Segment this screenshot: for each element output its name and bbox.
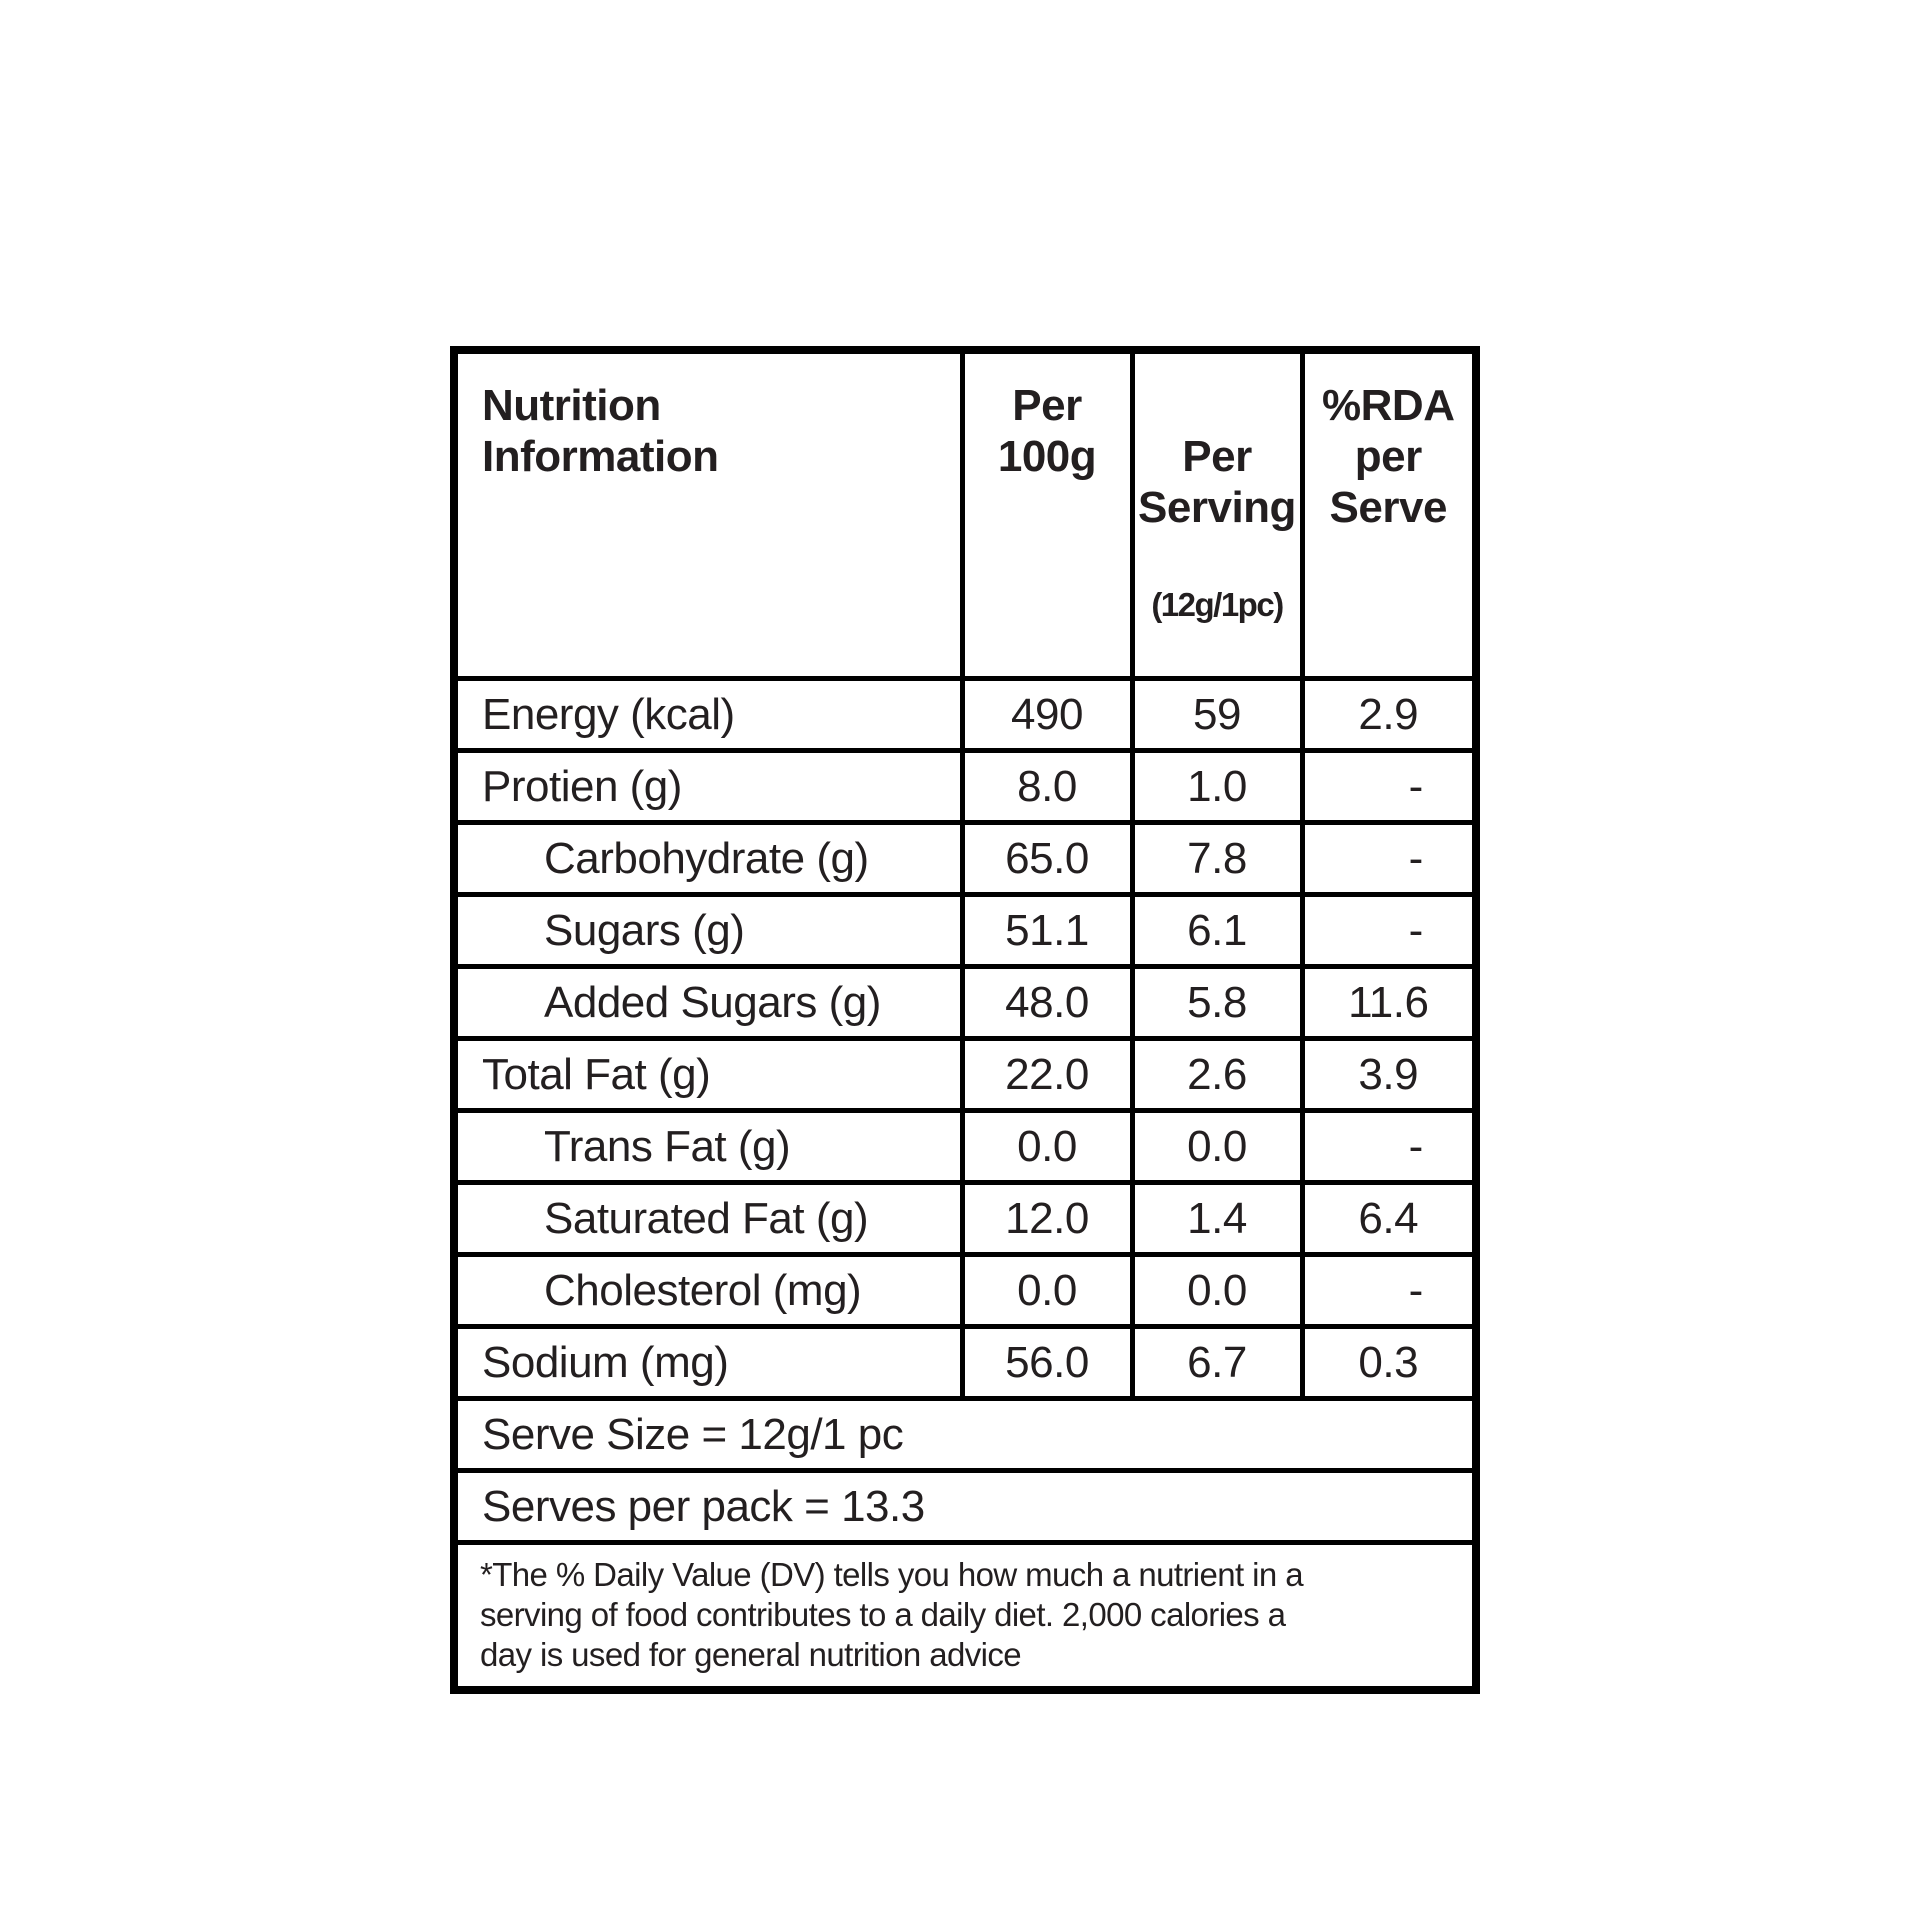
- row-added-sugars: Added Sugars (g) 48.0 5.8 11.6: [451, 964, 1479, 1042]
- row-saturated-fat: Saturated Fat (g) 12.0 1.4 6.4: [451, 1180, 1479, 1258]
- value-per-100g: 12.0: [959, 1180, 1135, 1258]
- value-rda: -: [1299, 892, 1479, 970]
- value-per-serving: 0.0: [1129, 1108, 1305, 1186]
- serve-size-text: Serve Size = 12g/1 pc: [451, 1396, 1479, 1474]
- value-rda: 3.9: [1299, 1036, 1479, 1114]
- nutrient-label: Total Fat (g): [451, 1036, 965, 1114]
- nutrient-label: Trans Fat (g): [451, 1108, 965, 1186]
- row-trans-fat: Trans Fat (g) 0.0 0.0 -: [451, 1108, 1479, 1186]
- value-rda: -: [1299, 820, 1479, 898]
- value-rda: -: [1299, 1252, 1479, 1330]
- nutrient-label: Cholesterol (mg): [451, 1252, 965, 1330]
- header-rda-per-serve: %RDA per Serve: [1299, 347, 1479, 682]
- row-sodium: Sodium (mg) 56.0 6.7 0.3: [451, 1324, 1479, 1402]
- value-per-serving: 59: [1129, 676, 1305, 754]
- value-rda: 11.6: [1299, 964, 1479, 1042]
- value-per-100g: 22.0: [959, 1036, 1135, 1114]
- value-per-100g: 65.0: [959, 820, 1135, 898]
- value-per-serving: 1.0: [1129, 748, 1305, 826]
- value-rda: 2.9: [1299, 676, 1479, 754]
- row-footnote: *The % Daily Value (DV) tells you how mu…: [451, 1540, 1479, 1693]
- row-energy: Energy (kcal) 490 59 2.9: [451, 676, 1479, 754]
- nutrient-label: Sodium (mg): [451, 1324, 965, 1402]
- value-rda: -: [1299, 748, 1479, 826]
- serves-per-pack-text: Serves per pack = 13.3: [451, 1468, 1479, 1546]
- daily-value-footnote: *The % Daily Value (DV) tells you how mu…: [451, 1540, 1479, 1693]
- header-per-serving: Per Serving (12g/1pc): [1129, 347, 1305, 682]
- value-rda: 0.3: [1299, 1324, 1479, 1402]
- value-per-serving: 6.1: [1129, 892, 1305, 970]
- header-per-100g: Per 100g: [959, 347, 1135, 682]
- value-per-serving: 2.6: [1129, 1036, 1305, 1114]
- value-per-serving: 6.7: [1129, 1324, 1305, 1402]
- value-rda: -: [1299, 1108, 1479, 1186]
- value-per-100g: 0.0: [959, 1252, 1135, 1330]
- value-per-100g: 0.0: [959, 1108, 1135, 1186]
- value-per-100g: 56.0: [959, 1324, 1135, 1402]
- nutrient-label: Sugars (g): [451, 892, 965, 970]
- value-per-serving: 1.4: [1129, 1180, 1305, 1258]
- value-per-100g: 51.1: [959, 892, 1135, 970]
- header-per-serving-note: (12g/1pc): [1151, 586, 1284, 624]
- header-per-serving-title: Per Serving: [1138, 432, 1296, 533]
- header-row: Nutrition Information Per 100g Per Servi…: [451, 347, 1479, 682]
- row-serve-size: Serve Size = 12g/1 pc: [451, 1396, 1479, 1474]
- row-sugars: Sugars (g) 51.1 6.1 -: [451, 892, 1479, 970]
- value-per-100g: 8.0: [959, 748, 1135, 826]
- nutrient-label: Protien (g): [451, 748, 965, 826]
- value-per-serving: 5.8: [1129, 964, 1305, 1042]
- nutrient-label: Saturated Fat (g): [451, 1180, 965, 1258]
- nutrient-label: Carbohydrate (g): [451, 820, 965, 898]
- nutrient-label: Energy (kcal): [451, 676, 965, 754]
- row-total-fat: Total Fat (g) 22.0 2.6 3.9: [451, 1036, 1479, 1114]
- value-per-100g: 490: [959, 676, 1135, 754]
- value-rda: 6.4: [1299, 1180, 1479, 1258]
- nutrition-table: Nutrition Information Per 100g Per Servi…: [450, 346, 1480, 1695]
- value-per-100g: 48.0: [959, 964, 1135, 1042]
- value-per-serving: 7.8: [1129, 820, 1305, 898]
- row-cholesterol: Cholesterol (mg) 0.0 0.0 -: [451, 1252, 1479, 1330]
- header-nutrition-information: Nutrition Information: [451, 347, 965, 682]
- value-per-serving: 0.0: [1129, 1252, 1305, 1330]
- row-protien: Protien (g) 8.0 1.0 -: [451, 748, 1479, 826]
- row-carbohydrate: Carbohydrate (g) 65.0 7.8 -: [451, 820, 1479, 898]
- nutrient-label: Added Sugars (g): [451, 964, 965, 1042]
- row-serves-per-pack: Serves per pack = 13.3: [451, 1468, 1479, 1546]
